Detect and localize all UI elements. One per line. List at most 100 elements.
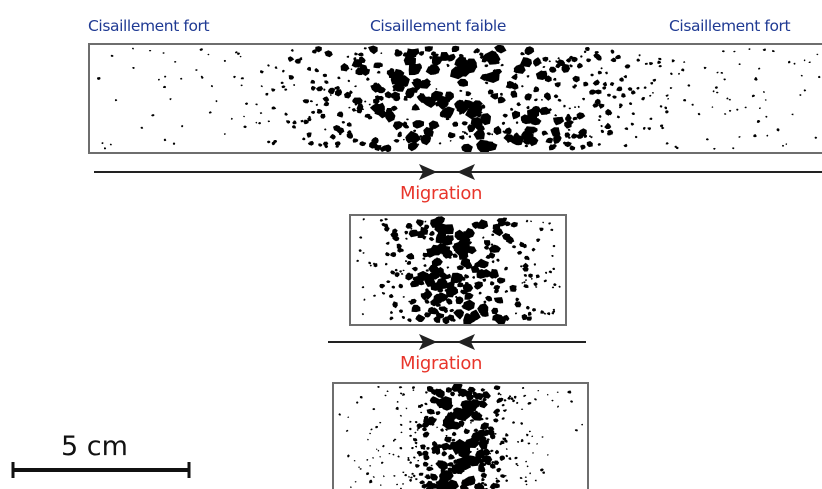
particle — [585, 47, 590, 51]
particle — [687, 84, 691, 87]
particle — [441, 451, 448, 457]
particle — [814, 136, 818, 139]
particle — [420, 133, 432, 146]
particle — [432, 440, 438, 447]
particle — [405, 125, 410, 129]
particle — [474, 394, 480, 400]
particle — [347, 454, 350, 458]
particle — [484, 240, 491, 247]
particle — [458, 251, 469, 260]
particle — [436, 460, 446, 469]
particle — [426, 446, 430, 450]
particle — [425, 269, 429, 272]
particle — [595, 89, 602, 95]
particle — [409, 478, 412, 482]
particle — [388, 293, 394, 298]
particle — [410, 227, 413, 230]
particle — [421, 235, 427, 240]
particle — [451, 45, 460, 52]
particle — [627, 87, 633, 91]
particle — [353, 460, 356, 462]
particle — [580, 144, 586, 150]
particle — [413, 129, 417, 133]
particle — [519, 476, 523, 479]
particle — [359, 141, 366, 147]
particle — [320, 113, 326, 119]
particle — [816, 53, 819, 56]
migration-arrows-1 — [94, 164, 822, 180]
particle — [419, 51, 425, 56]
label-shear-strong-left: Cisaillement fort — [88, 17, 210, 35]
particle — [598, 103, 605, 109]
particle — [271, 88, 276, 92]
particle — [793, 62, 796, 65]
particle — [528, 273, 533, 278]
particle — [132, 47, 134, 50]
particle — [544, 75, 552, 83]
particle — [372, 457, 374, 459]
particle — [438, 142, 442, 145]
particle — [427, 386, 434, 393]
particle — [110, 54, 114, 57]
particle — [651, 92, 654, 94]
particle — [447, 445, 454, 450]
particle — [594, 51, 599, 54]
particle — [302, 137, 306, 141]
particle — [467, 241, 473, 245]
particle — [474, 410, 478, 414]
particle — [398, 283, 404, 289]
particle — [500, 474, 506, 478]
particle — [448, 229, 452, 232]
particle — [624, 127, 629, 131]
particle — [513, 132, 520, 139]
particle — [607, 129, 614, 135]
particle — [353, 57, 357, 61]
particle — [644, 62, 648, 65]
particle — [551, 286, 555, 289]
particle — [531, 117, 542, 126]
particle — [260, 85, 263, 88]
particle — [489, 482, 497, 489]
particle — [464, 475, 476, 486]
particle — [610, 57, 617, 63]
particle — [307, 117, 312, 122]
particle — [494, 288, 499, 294]
particle — [636, 86, 640, 90]
particle — [420, 293, 429, 301]
particle — [174, 61, 177, 63]
particle — [550, 228, 554, 232]
particle — [631, 90, 636, 95]
particle — [527, 442, 531, 445]
particle — [429, 230, 435, 236]
particle — [714, 86, 718, 89]
particle — [533, 282, 538, 287]
particle — [531, 247, 536, 252]
particle — [803, 59, 806, 62]
particle — [393, 475, 396, 477]
particle — [470, 391, 473, 394]
particle — [433, 316, 441, 323]
particle — [384, 394, 387, 397]
particle — [457, 446, 471, 460]
particle — [496, 61, 500, 64]
particle — [448, 288, 459, 296]
particle — [470, 117, 483, 129]
particle — [491, 461, 495, 464]
particle — [382, 444, 385, 448]
particle — [418, 472, 424, 476]
particle — [436, 266, 444, 275]
particle — [576, 112, 586, 120]
particle — [412, 120, 425, 129]
particle — [452, 253, 458, 258]
particle — [527, 402, 532, 405]
particle — [612, 95, 617, 99]
particle — [324, 128, 327, 131]
particle — [543, 312, 547, 315]
particle — [215, 100, 218, 103]
particle — [425, 65, 439, 75]
particle — [480, 482, 485, 485]
particle — [523, 274, 527, 277]
particle — [799, 94, 802, 96]
particle — [402, 393, 406, 396]
particle — [459, 135, 465, 140]
